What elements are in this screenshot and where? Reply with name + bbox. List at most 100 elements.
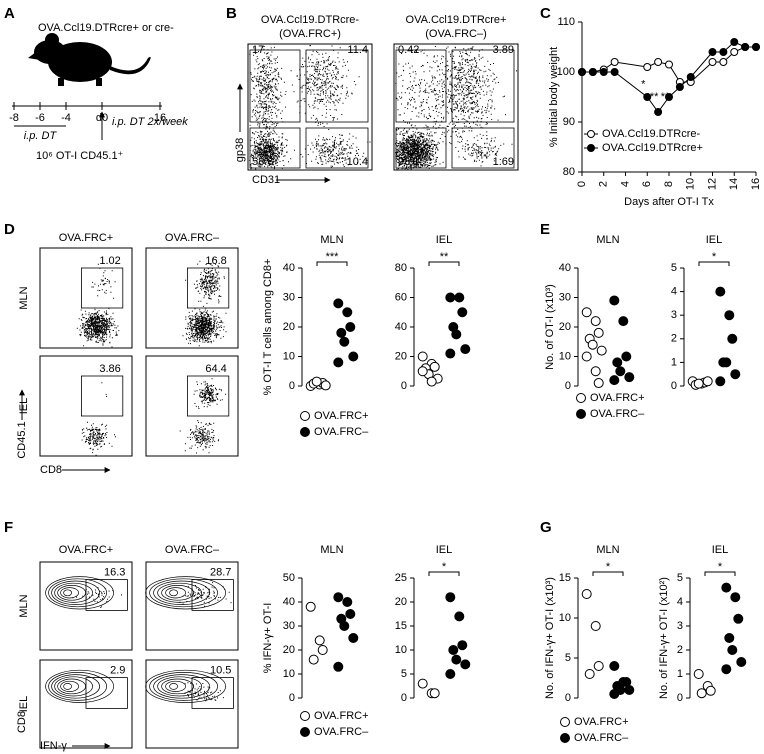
row-label: MLN: [18, 594, 30, 617]
data-point: [317, 645, 328, 655]
data-point: [593, 661, 604, 671]
data-point: [724, 633, 735, 643]
data-point: [618, 316, 629, 327]
panel-letter: F: [4, 519, 13, 536]
contour: [54, 676, 93, 697]
significance-bracket: [316, 261, 348, 266]
gate-value: 2.9: [110, 665, 125, 677]
y-tick-label: 40: [559, 262, 571, 274]
data-point: [686, 73, 695, 81]
gate-value: 64.4: [205, 363, 226, 375]
data-point: [342, 307, 353, 318]
data-point: [460, 344, 471, 355]
data-point: [417, 678, 428, 689]
y-tick-label: 110: [557, 16, 575, 28]
data-point: [457, 307, 468, 318]
gate-value: 58.6: [252, 156, 273, 168]
legend-marker: [300, 727, 310, 737]
data-point: [445, 669, 456, 679]
y-tick-label: 40: [283, 596, 295, 608]
data-point: [599, 68, 608, 76]
annotation: **: [650, 91, 659, 103]
x-tick-label: 6: [641, 181, 653, 187]
legend-marker: [560, 733, 570, 743]
gate: [85, 579, 128, 611]
data-point: [730, 369, 741, 380]
data-point: [417, 366, 428, 377]
panel-letter: E: [540, 221, 550, 238]
x-axis-label: Days after OT-I Tx: [624, 196, 714, 208]
plot-title: OVA.Ccl19.DTRcre+: [406, 14, 507, 26]
gate-value: 16.3: [104, 567, 125, 579]
data-point: [715, 286, 726, 297]
y-tick-label: 30: [283, 620, 295, 632]
event-dots: [76, 263, 120, 348]
contour: [161, 678, 194, 695]
contour: [48, 578, 107, 608]
chart-title: MLN: [596, 544, 619, 556]
y-tick-label: 2: [671, 333, 677, 345]
data-point: [348, 633, 359, 643]
column-title: OVA.FRC+: [59, 544, 114, 556]
data-point: [348, 351, 359, 362]
gate-value: 1.02: [99, 255, 120, 267]
y-tick-label: 25: [395, 572, 407, 584]
data-point: [612, 357, 623, 368]
plot-frame: [393, 43, 519, 171]
legend-label: OVA.FRC–: [590, 408, 645, 420]
event-dots: [182, 258, 227, 347]
data-point: [336, 327, 347, 338]
legend-label: OVA.FRC–: [314, 726, 369, 738]
gate-value: 11.4: [347, 44, 368, 56]
y-tick-label: 60: [395, 291, 407, 303]
data-point: [333, 592, 344, 603]
data-point: [719, 58, 728, 66]
data-point: [581, 589, 592, 599]
y-axis-label: % IFN-γ+ OT-I: [262, 603, 274, 674]
y-tick-label: 80: [395, 262, 407, 274]
contour: [48, 672, 107, 701]
y-tick-label: 30: [283, 291, 295, 303]
data-point: [345, 609, 356, 619]
data-point: [693, 378, 704, 389]
contour: [45, 576, 114, 610]
data-point: [609, 375, 620, 386]
plot-frame: [247, 43, 373, 171]
y-tick-label: 0: [565, 692, 571, 704]
y-tick-label: 40: [283, 262, 295, 274]
contour: [157, 676, 202, 697]
y-tick-label: 50: [283, 572, 295, 584]
contour: [165, 587, 186, 599]
contour: [145, 576, 226, 610]
data-point: [429, 361, 440, 372]
data-point: [578, 68, 586, 76]
row-label: IEL: [18, 398, 30, 415]
significance: *: [606, 561, 611, 573]
x-tick-label: 14: [728, 178, 740, 190]
y-tick-label: 0: [401, 692, 407, 704]
significance-bracket: [428, 571, 460, 576]
mouse-label: OVA.Ccl19.DTRcre+ or cre-: [38, 22, 174, 34]
data-point: [736, 657, 747, 667]
y-tick-label: 2: [677, 644, 683, 656]
panel-letter: A: [4, 5, 15, 22]
contour: [51, 580, 100, 605]
gate: [305, 127, 369, 169]
contour: [145, 669, 226, 703]
data-point: [333, 357, 344, 368]
event-dots: [179, 378, 227, 454]
data-point: [590, 621, 601, 631]
event-dots: [395, 46, 517, 170]
timeline-label: -6: [35, 112, 45, 124]
data-point: [457, 640, 468, 651]
y-tick-label: 0: [565, 380, 571, 392]
plot-title: (OVA.FRC–): [425, 28, 487, 40]
gate: [451, 49, 515, 123]
gate-value: 1.69: [493, 156, 514, 168]
legend-marker: [576, 409, 586, 419]
dt2-label: i.p. DT 2x/week: [112, 116, 188, 128]
dt-label: i.p. DT: [24, 130, 58, 142]
contour: [60, 680, 79, 692]
plot-title: OVA.Ccl19.DTRcre-: [261, 14, 360, 26]
